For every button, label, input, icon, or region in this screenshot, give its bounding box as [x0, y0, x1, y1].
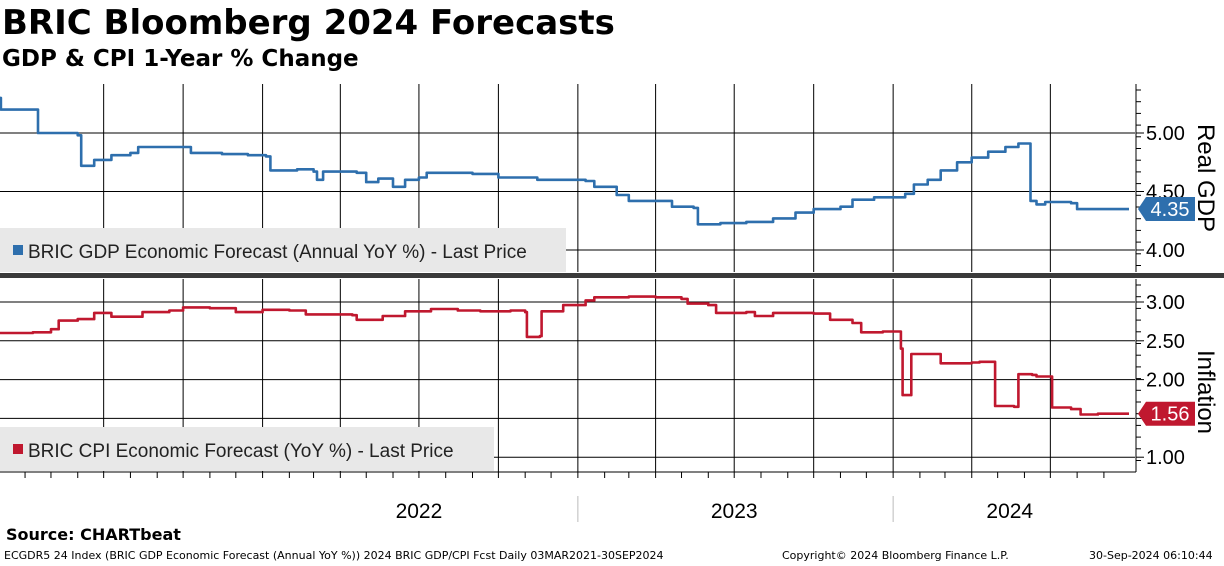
legend-layer: BRIC GDP Economic Forecast (Annual YoY %…: [0, 228, 566, 471]
footer-timestamp: 30-Sep-2024 06:10:44: [1089, 549, 1213, 562]
grid-layer: [0, 84, 1224, 472]
chart-title: BRIC Bloomberg 2024 Forecasts: [2, 3, 615, 43]
chart-subtitle: GDP & CPI 1-Year % Change: [2, 46, 359, 72]
source-note: Source: CHARTbeat: [6, 525, 181, 544]
footer-index-description: ECGDR5 24 Index (BRIC GDP Economic Forec…: [4, 549, 664, 562]
footer-copyright: Copyright© 2024 Bloomberg Finance L.P.: [782, 549, 1009, 562]
series-layer: [0, 96, 1129, 416]
y-tick-label: 2.00: [1146, 370, 1185, 392]
y-tick-label: 3.00: [1146, 292, 1185, 314]
y-tick-label: 2.50: [1146, 331, 1185, 353]
legend-box: [0, 427, 494, 471]
legend-box: [0, 228, 566, 272]
gdp-last-value-tag: [1138, 197, 1195, 222]
y-axis-title-gdp: Real GDP: [1192, 124, 1219, 232]
x-tick-label: 2022: [396, 500, 443, 523]
legend-label: BRIC CPI Economic Forecast (YoY %) - Las…: [28, 441, 454, 462]
legend-swatch: [13, 245, 23, 255]
legend-swatch: [13, 444, 23, 454]
cpi-last-value-label: 1.56: [1151, 404, 1190, 426]
y-tick-label: 1.00: [1146, 447, 1185, 469]
y-axis-title-cpi: Inflation: [1192, 350, 1219, 434]
x-tick-label: 2023: [711, 500, 758, 523]
panel-divider: [0, 273, 1224, 278]
legend-label: BRIC GDP Economic Forecast (Annual YoY %…: [28, 242, 527, 263]
gdp-last-value-label: 4.35: [1151, 199, 1190, 221]
cpi-series-line: [0, 295, 1129, 416]
y-tick-label: 4.00: [1146, 240, 1185, 262]
y-tick-label: 5.00: [1146, 123, 1185, 145]
x-tick-label: 2024: [986, 500, 1033, 523]
gdp-series-line: [0, 96, 1129, 226]
cpi-last-value-tag: [1138, 401, 1195, 426]
